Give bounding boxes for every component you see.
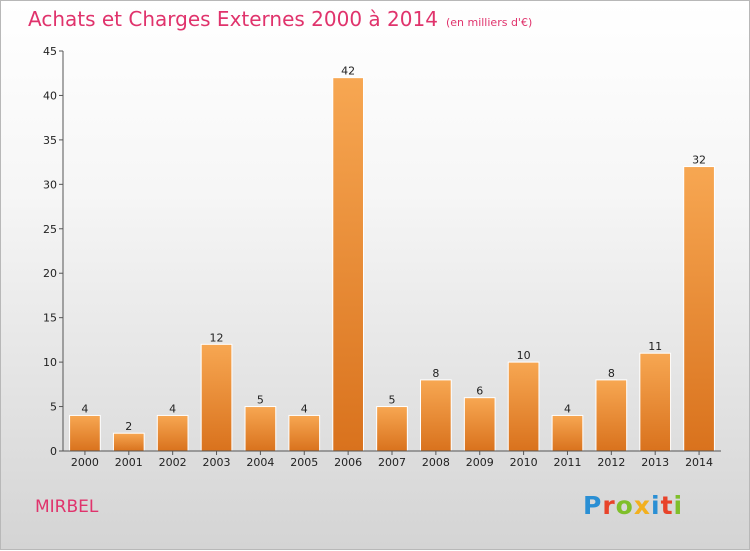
x-tick-label: 2002	[159, 456, 187, 469]
x-tick-label: 2010	[510, 456, 538, 469]
y-tick-label: 25	[43, 223, 57, 236]
data-label: 4	[169, 402, 176, 415]
x-tick-label: 2005	[290, 456, 318, 469]
data-label: 4	[301, 402, 308, 415]
y-tick-label: 20	[43, 267, 57, 280]
proxiti-logo: Proxiti	[583, 491, 683, 520]
bar	[112, 432, 145, 452]
x-tick-label: 2014	[685, 456, 713, 469]
x-axis: 2000 2001 2002 2003 2004 2005 2006 2007 2008 2009…	[63, 450, 721, 469]
data-label: 4	[81, 402, 88, 415]
bar	[288, 414, 321, 452]
y-tick-label: 30	[43, 178, 57, 191]
data-label: 42	[341, 65, 355, 78]
y-tick-label: 35	[43, 134, 57, 147]
y-tick-label: 45	[43, 45, 57, 58]
bar	[683, 166, 715, 452]
logo-letter: o	[615, 491, 634, 520]
data-label: 6	[476, 385, 483, 398]
title-text: Achats et Charges Externes 2000 à 2014	[28, 7, 438, 31]
data-label: 11	[648, 340, 662, 353]
x-tick-label: 2012	[597, 456, 625, 469]
bar	[156, 414, 189, 452]
x-tick-label: 2011	[553, 456, 581, 469]
data-label: 8	[608, 367, 615, 380]
x-tick-label: 2013	[641, 456, 669, 469]
y-tick-label: 10	[43, 356, 57, 369]
bar	[639, 352, 672, 452]
data-label: 10	[517, 349, 531, 362]
logo-letter: x	[633, 491, 651, 520]
y-tick-label: 15	[43, 312, 57, 325]
logo-letter: i	[673, 491, 684, 520]
data-label: 2	[125, 420, 132, 433]
bar	[200, 343, 233, 452]
bar	[463, 397, 496, 452]
bar	[69, 414, 101, 452]
data-label: 32	[692, 154, 706, 167]
y-axis: 0 5 10 15 20 25 30 35 40 45	[43, 45, 64, 458]
x-tick-label: 2000	[71, 456, 99, 469]
x-tick-label: 2006	[334, 456, 362, 469]
logo-letter: r	[602, 491, 616, 520]
data-label: 5	[257, 394, 264, 407]
data-label: 4	[564, 402, 571, 415]
x-tick-label: 2007	[378, 456, 406, 469]
logo-letter: P	[583, 491, 603, 520]
bar	[376, 406, 408, 452]
data-label: 8	[432, 367, 439, 380]
x-tick-label: 2001	[115, 456, 143, 469]
chart-title: Achats et Charges Externes 2000 à 2014 (e…	[28, 7, 532, 31]
logo-letter: t	[660, 491, 674, 520]
x-tick-label: 2003	[203, 456, 231, 469]
bar	[595, 379, 628, 452]
bar	[332, 77, 364, 452]
x-tick-label: 2009	[466, 456, 494, 469]
data-label: 12	[210, 331, 224, 344]
bar	[507, 361, 540, 452]
x-tick-label: 2004	[246, 456, 274, 469]
y-tick-label: 5	[50, 401, 57, 414]
unit-label: (en milliers d'€)	[445, 16, 533, 29]
data-label: 5	[389, 394, 396, 407]
y-tick-label: 0	[50, 445, 57, 458]
logo-letter: i	[651, 491, 661, 520]
x-tick-label: 2008	[422, 456, 450, 469]
bar	[244, 406, 277, 452]
y-tick-label: 40	[43, 89, 57, 102]
bar	[551, 414, 584, 452]
bar	[420, 379, 452, 452]
city-name: MIRBEL	[35, 497, 99, 517]
